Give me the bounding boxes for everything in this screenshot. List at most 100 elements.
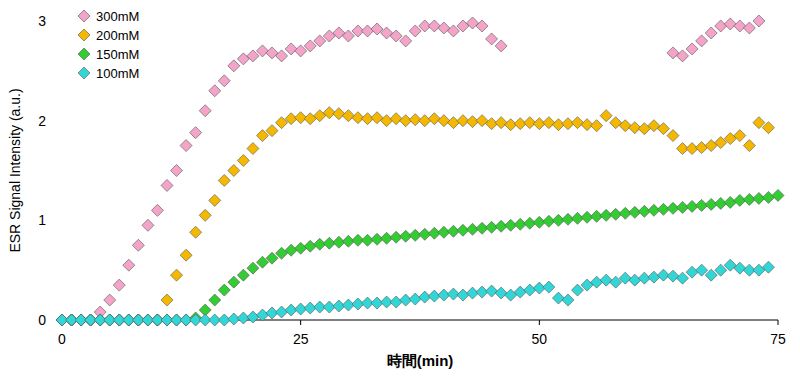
data-point: [409, 293, 421, 305]
data-point: [591, 120, 603, 132]
data-point: [142, 219, 154, 231]
data-point: [667, 130, 679, 142]
data-point: [438, 22, 450, 34]
legend-label: 100mM: [96, 66, 139, 81]
data-point: [314, 110, 326, 122]
data-point: [218, 284, 230, 296]
data-point: [657, 123, 669, 135]
data-point: [543, 117, 555, 129]
data-point: [724, 196, 736, 208]
data-point: [505, 289, 517, 301]
data-point: [390, 296, 402, 308]
data-point: [381, 27, 393, 39]
data-point: [476, 115, 488, 127]
data-point: [648, 271, 660, 283]
data-point: [543, 281, 555, 293]
data-point: [638, 123, 650, 135]
data-point: [696, 35, 708, 47]
data-point: [552, 292, 564, 304]
y-tick-label: 1: [38, 212, 46, 228]
data-point: [591, 276, 603, 288]
data-point: [104, 294, 116, 306]
series: [56, 189, 784, 326]
x-tick-label: 75: [770, 331, 786, 347]
data-point: [600, 110, 612, 122]
data-point: [743, 22, 755, 34]
data-point: [762, 191, 774, 203]
data-point: [400, 35, 412, 47]
data-point: [266, 125, 278, 137]
data-point: [161, 179, 173, 191]
data-point: [457, 20, 469, 32]
data-point: [247, 311, 259, 323]
data-point: [581, 279, 593, 291]
data-point: [600, 274, 612, 286]
y-tick-label: 2: [38, 113, 46, 129]
data-point: [486, 33, 498, 45]
data-point: [247, 143, 259, 155]
data-point: [753, 264, 765, 276]
data-point: [619, 272, 631, 284]
data-point: [419, 115, 431, 127]
data-point: [724, 133, 736, 145]
data-point: [743, 140, 755, 152]
data-point: [705, 140, 717, 152]
series: [56, 15, 765, 326]
x-tick-label: 50: [532, 331, 548, 347]
legend-marker: [78, 29, 90, 41]
data-point: [428, 20, 440, 32]
data-point: [734, 130, 746, 142]
data-point: [495, 287, 507, 299]
data-point: [132, 239, 144, 251]
x-tick-label: 0: [58, 331, 66, 347]
data-point: [209, 85, 221, 97]
data-point: [237, 155, 249, 167]
y-axis-label: ESR Signal Intensity (a.u.): [7, 88, 23, 252]
data-point: [218, 75, 230, 87]
legend-marker: [78, 67, 90, 79]
data-point: [724, 259, 736, 271]
data-point: [734, 20, 746, 32]
y-tick: [58, 120, 62, 121]
data-point: [218, 174, 230, 186]
data-point: [686, 43, 698, 55]
data-point: [610, 117, 622, 129]
data-point: [667, 47, 679, 59]
data-point: [304, 240, 316, 252]
data-point: [686, 266, 698, 278]
x-tick: [300, 320, 301, 325]
data-point: [677, 272, 689, 284]
data-point: [629, 274, 641, 286]
data-point: [390, 113, 402, 125]
data-point: [562, 294, 574, 306]
data-point: [361, 25, 373, 37]
data-point: [333, 27, 345, 39]
data-point: [696, 142, 708, 154]
data-point: [209, 294, 221, 306]
data-point: [333, 108, 345, 120]
data-point: [524, 284, 536, 296]
data-point: [151, 204, 163, 216]
data-point: [237, 53, 249, 65]
y-tick: [58, 220, 62, 221]
x-tick-label: 25: [293, 331, 309, 347]
data-point: [228, 165, 240, 177]
data-point: [276, 50, 288, 62]
data-point: [514, 286, 526, 298]
data-point: [753, 15, 765, 27]
data-point: [161, 294, 173, 306]
data-point: [295, 242, 307, 254]
series: [56, 259, 774, 326]
data-point: [199, 105, 211, 117]
legend-label: 200mM: [96, 28, 139, 43]
data-point: [256, 45, 268, 57]
data-point: [276, 306, 288, 318]
x-tick: [539, 320, 540, 325]
data-point: [209, 194, 221, 206]
data-point: [342, 110, 354, 122]
data-point: [381, 115, 393, 127]
data-point: [438, 115, 450, 127]
data-point: [467, 17, 479, 29]
legend-marker: [78, 10, 90, 22]
data-point: [495, 117, 507, 129]
